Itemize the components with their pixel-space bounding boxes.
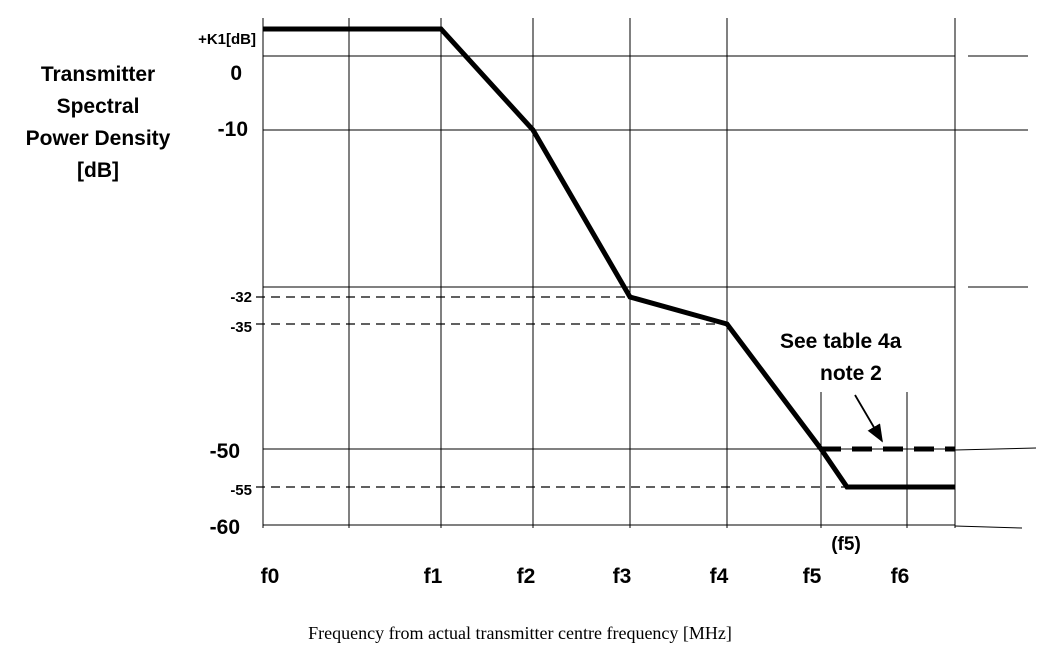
- x-tick-label: f4: [710, 565, 729, 588]
- note-arrow: [854, 394, 883, 443]
- y-tick-label: -50: [210, 440, 240, 463]
- y-tick-label: -10: [218, 118, 248, 141]
- f5-prime-label: (f5): [831, 534, 861, 555]
- x-tick-label: f6: [891, 565, 910, 588]
- reference-lines: [256, 296, 847, 488]
- y-axis-title-line: Transmitter: [41, 63, 155, 86]
- y-axis-title-line: Power Density: [26, 127, 171, 150]
- note-annotation-line: See table 4a: [780, 330, 902, 353]
- y-axis-title-line: Spectral: [57, 95, 140, 118]
- y-tick-label: +K1[dB]: [198, 31, 256, 48]
- x-tick-label: f0: [261, 565, 280, 588]
- y-tick-label: -32: [230, 289, 252, 306]
- y-tick-label: -60: [210, 516, 240, 539]
- series-line-solid: [263, 26, 955, 490]
- note-annotation: See table 4a note 2: [780, 330, 902, 443]
- y-axis-title-line: [dB]: [77, 159, 119, 182]
- series-group: [263, 26, 955, 490]
- y-tick-label: -35: [230, 319, 252, 336]
- x-tick-label: f5: [803, 565, 822, 588]
- x-tick-label: f3: [613, 565, 632, 588]
- y-tick-label: 0: [230, 62, 242, 85]
- y-axis-title: Transmitter Spectral Power Density [dB]: [26, 63, 171, 182]
- x-tick-label: f2: [517, 565, 536, 588]
- x-axis-title: Frequency from actual transmitter centre…: [308, 623, 732, 643]
- x-tick-label: f1: [424, 565, 443, 588]
- note-annotation-line: note 2: [820, 362, 882, 385]
- grid-line-extension: [954, 447, 1037, 451]
- y-tick-label: -55: [230, 482, 252, 499]
- grid-line-extension: [954, 525, 1023, 529]
